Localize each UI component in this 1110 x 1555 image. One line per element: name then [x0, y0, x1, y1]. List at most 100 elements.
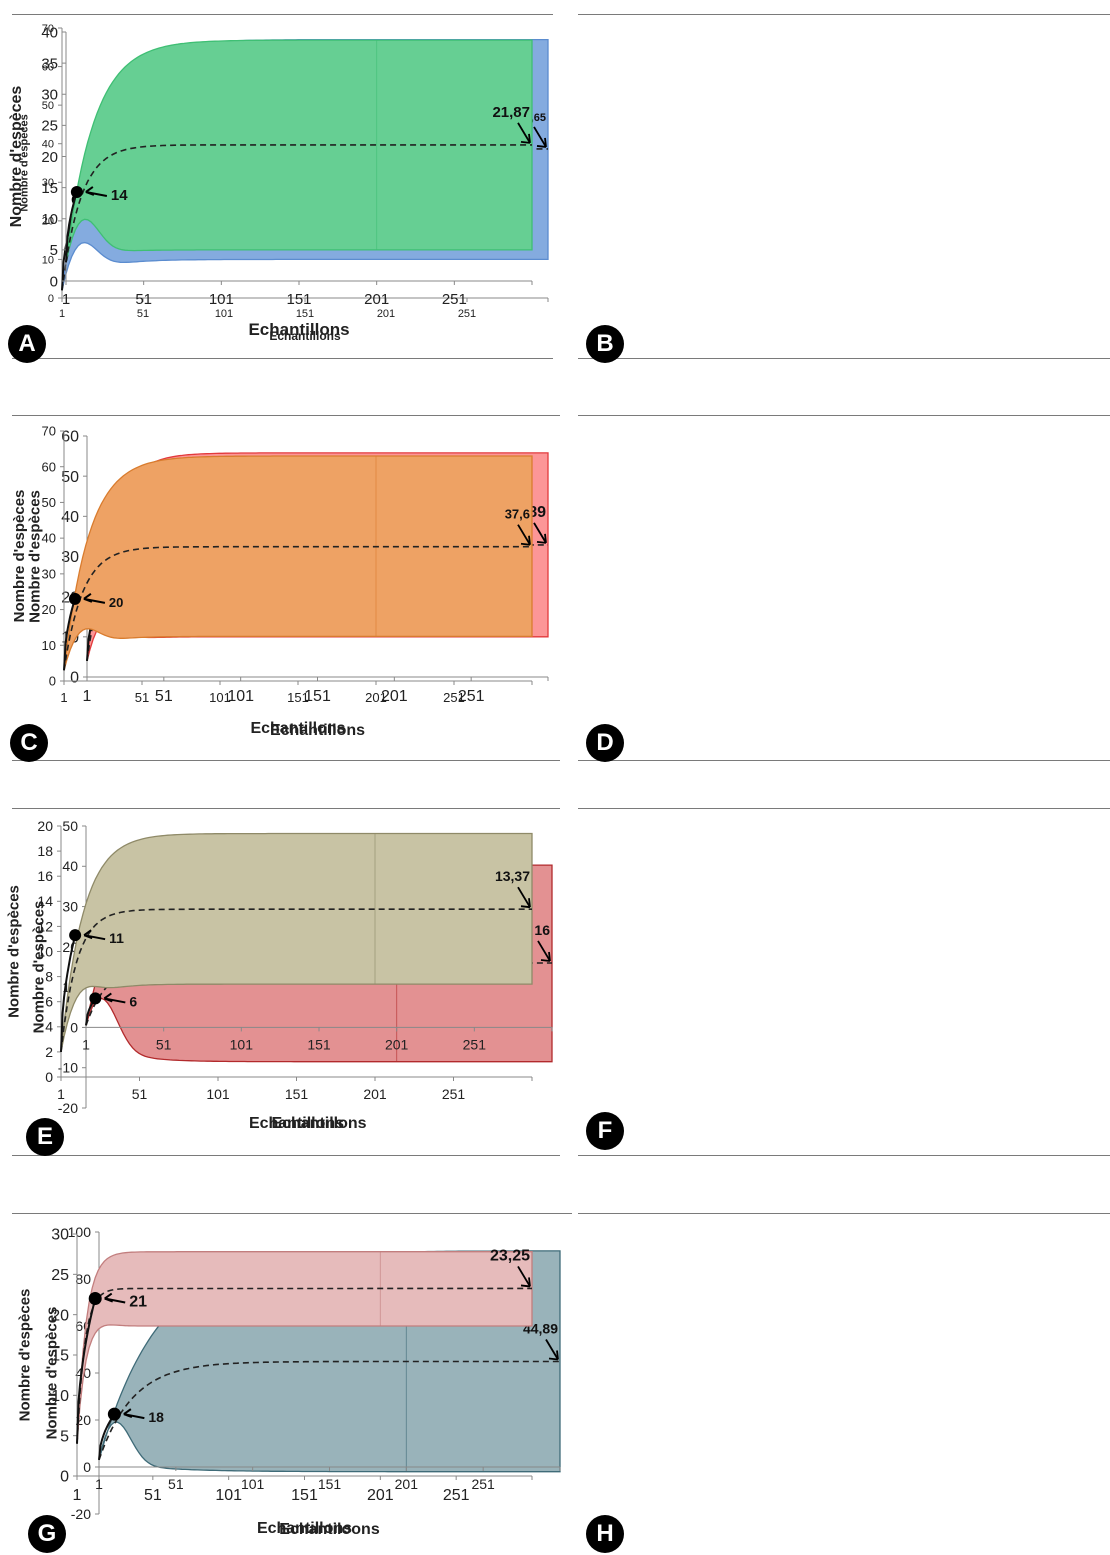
separator-line — [12, 1213, 572, 1214]
x-tick-label: 1 — [62, 291, 70, 308]
x-tick-label: 201 — [395, 1476, 419, 1492]
estimate-arrow — [517, 122, 531, 144]
chart-panel-f: 0 2 4 6 8 10 12 14 16 18 20 1 51 101 151 201 251 Echantil… — [6, 800, 1110, 1180]
separator-line — [12, 415, 560, 416]
y-tick-label: 0 — [49, 674, 56, 689]
estimate-arrow — [533, 522, 547, 544]
y-tick-label: 25 — [41, 118, 58, 135]
y-tick-label: 50 — [42, 100, 54, 112]
observed-curve — [60, 934, 77, 1052]
y-tick-label: 30 — [42, 566, 56, 581]
observed-point — [88, 1292, 102, 1306]
y-axis-title: Nombre d'espèces — [11, 490, 28, 623]
x-tick-label: 201 — [377, 308, 395, 320]
y-tick-label: 50 — [61, 469, 79, 486]
y-tick-label: 10 — [42, 638, 56, 653]
y-tick-label: -20 — [58, 1100, 78, 1116]
estimate-arrowhead — [536, 533, 547, 544]
x-tick-label: 101 — [209, 291, 234, 308]
mean-estimate-line — [98, 1360, 560, 1461]
estimate-arrow — [545, 1339, 559, 1360]
y-tick-label: 20 — [41, 149, 58, 166]
x-tick-label: 1 — [60, 690, 67, 705]
x-tick-label: 201 — [381, 688, 408, 705]
y-tick-label: 80 — [75, 1271, 91, 1287]
x-tick-label: 251 — [443, 690, 465, 705]
separator-line — [578, 1155, 1110, 1156]
y-tick-label: 35 — [41, 55, 58, 72]
y-tick-label: 20 — [51, 1307, 69, 1324]
y-tick-label: 2 — [45, 1044, 53, 1060]
y-tick-label: 10 — [42, 254, 54, 266]
observed-curve — [65, 191, 78, 263]
x-tick-label: 51 — [156, 1036, 172, 1052]
y-tick-label: 50 — [42, 495, 56, 510]
estimate-label: 21,87 — [492, 104, 530, 121]
x-axis-title: Echantiloons — [279, 1521, 380, 1538]
x-tick-label: 1 — [82, 1036, 90, 1052]
x-tick-label: 151 — [287, 690, 309, 705]
estimate-arrowhead — [540, 951, 551, 962]
observed-label: 6 — [129, 993, 137, 1009]
confidence-band — [65, 39, 533, 263]
separator-line — [12, 760, 560, 761]
y-tick-label: 14 — [37, 893, 53, 909]
x-tick-label: 201 — [367, 1487, 394, 1504]
x-tick-label: 251 — [463, 1036, 487, 1052]
panel-badge-f: F — [586, 1112, 624, 1150]
separator-line — [12, 14, 553, 15]
separator-line — [578, 14, 1110, 15]
y-tick-label: 30 — [42, 177, 54, 189]
y-tick-label: 6 — [45, 994, 53, 1010]
observed-label: 20 — [109, 595, 123, 610]
x-tick-label: 151 — [296, 308, 314, 320]
x-tick-label: 251 — [442, 291, 467, 308]
observed-label: 18 — [148, 1409, 164, 1425]
separator-line — [578, 808, 1110, 809]
y-tick-label: 0 — [60, 1469, 69, 1486]
y-tick-label: 0 — [48, 293, 54, 305]
y-tick-label: 25 — [51, 1267, 69, 1284]
x-axis-title: Echantillons — [250, 720, 345, 737]
x-tick-label: 151 — [318, 1476, 342, 1492]
x-tick-label: 251 — [471, 1476, 495, 1492]
y-tick-label: 0 — [50, 273, 58, 290]
y-tick-label: 20 — [42, 216, 54, 228]
x-tick-label: 101 — [215, 308, 233, 320]
observed-point — [69, 929, 82, 942]
y-tick-label: 70 — [42, 23, 54, 35]
x-tick-label: 101 — [230, 1036, 254, 1052]
mean-estimate-line — [63, 545, 532, 671]
y-tick-label: 30 — [41, 87, 58, 104]
y-tick-label: 15 — [41, 180, 58, 197]
estimate-arrow — [517, 524, 531, 546]
y-axis-title: Nombre d'espèces — [44, 1307, 61, 1440]
y-tick-label: 16 — [37, 868, 53, 884]
x-tick-label: 1 — [73, 1487, 82, 1504]
x-tick-label: 51 — [144, 1487, 162, 1504]
estimate-arrowhead — [520, 133, 531, 144]
x-tick-label: 251 — [443, 1487, 470, 1504]
estimate-label: 13,37 — [495, 868, 530, 884]
observed-arrowhead — [85, 186, 95, 196]
y-axis-title: Nombre d'espèces — [16, 1289, 33, 1422]
panel-badge-h: H — [586, 1515, 624, 1553]
y-axis-title: Nombre d'espèces — [18, 114, 30, 211]
panel-badge-d: D — [586, 724, 624, 762]
x-tick-label: 251 — [458, 308, 476, 320]
panel-badge-e: E — [26, 1118, 64, 1156]
panel-badge-g: G — [28, 1515, 66, 1553]
x-tick-label: 201 — [365, 690, 387, 705]
y-tick-label: 40 — [42, 139, 54, 151]
separator-line — [578, 760, 1110, 761]
x-tick-label: 1 — [59, 308, 65, 320]
x-tick-label: 101 — [227, 688, 254, 705]
x-tick-label: 101 — [241, 1476, 265, 1492]
y-tick-label: 30 — [62, 898, 78, 914]
x-tick-label: 151 — [304, 688, 331, 705]
chart-panel-d: 0 10 20 30 40 50 60 70 1 51 101 151 201 251 Echantillo… — [11, 400, 1110, 780]
x-tick-label: 51 — [137, 308, 149, 320]
y-tick-label: 60 — [61, 429, 79, 446]
